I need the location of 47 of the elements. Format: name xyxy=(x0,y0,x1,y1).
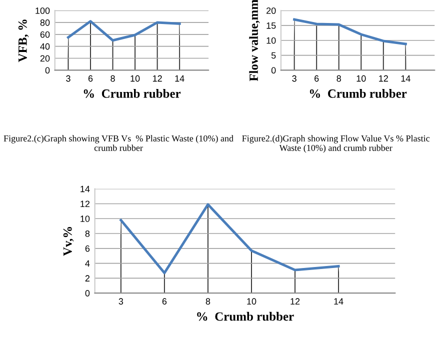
y-tick-label: 80 xyxy=(40,19,50,26)
y-tick-label: 10 xyxy=(80,216,90,222)
x-tick-label: 8 xyxy=(206,298,210,305)
y-tick-label: 4 xyxy=(85,260,90,267)
x-tick-label: 10 xyxy=(247,298,256,305)
x-tick-label: 3 xyxy=(292,75,296,82)
caption: Figure2.(d)Graph showing Flow Value Vs % Plastic Waste (10%) and crumb rubber xyxy=(242,135,430,153)
x-tick-label: 12 xyxy=(379,75,388,82)
line-series xyxy=(293,18,407,46)
x-axis-title: % Crumb rubber xyxy=(197,312,294,321)
x-tick-label: 14 xyxy=(401,75,410,82)
y-axis-title: Flow value,mm xyxy=(249,0,260,82)
y-tick-label: 40 xyxy=(40,43,50,50)
y-tick-label: 10 xyxy=(266,37,276,44)
y-tick-label: 0 xyxy=(271,67,276,74)
y-tick-label: 0 xyxy=(45,67,50,74)
x-tick-label: 14 xyxy=(175,75,184,82)
y-tick-label: 8 xyxy=(85,230,90,237)
y-tick-label: 0 xyxy=(85,290,90,296)
x-tick-label: 6 xyxy=(162,298,167,305)
caption: Figure2.(c)Graph showing VFB Vs % Plastic Waste (10%) and crumb rubber xyxy=(4,135,234,151)
y-tick-label: 6 xyxy=(85,245,90,252)
y-axis-title: Vv,% xyxy=(63,227,74,256)
x-axis-title: % Crumb rubber xyxy=(310,89,407,98)
y-tick-label: 20 xyxy=(266,7,276,14)
x-tick-label: 6 xyxy=(314,75,319,82)
x-tick-label: 8 xyxy=(110,75,115,82)
x-tick-label: 12 xyxy=(152,75,162,82)
y-tick-label: 14 xyxy=(80,186,90,192)
y-tick-label: 2 xyxy=(85,275,90,282)
x-tick-label: 10 xyxy=(130,75,140,82)
line-series xyxy=(120,203,340,274)
y-tick-label: 12 xyxy=(80,200,90,207)
x-tick-label: 3 xyxy=(66,75,70,82)
y-axis-title: VFB, % xyxy=(18,20,29,62)
x-axis-title: % Crumb rubber xyxy=(84,89,181,98)
x-tick-label: 10 xyxy=(356,75,366,82)
y-tick-label: 100 xyxy=(36,7,50,14)
x-tick-label: 12 xyxy=(290,298,300,304)
x-tick-label: 14 xyxy=(334,298,344,304)
y-tick-label: 60 xyxy=(40,31,50,38)
x-tick-label: 3 xyxy=(118,298,124,305)
line-series xyxy=(66,20,181,42)
x-tick-label: 8 xyxy=(336,75,341,82)
y-tick-label: 15 xyxy=(266,22,276,29)
y-tick-label: 20 xyxy=(40,55,50,62)
y-tick-label: 5 xyxy=(271,52,276,59)
